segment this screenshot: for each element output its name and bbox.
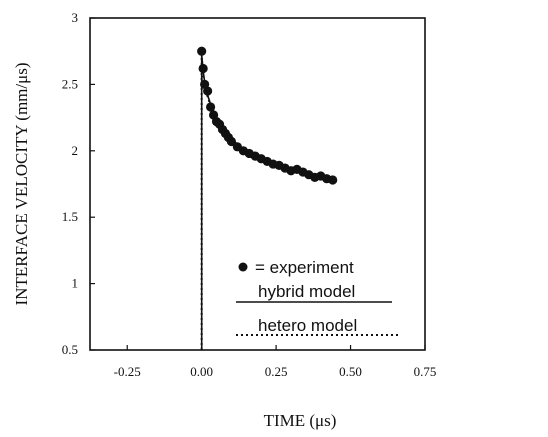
x-axis-title: TIME (μs) — [264, 411, 337, 430]
legend-experiment-label: = experiment — [255, 258, 354, 277]
series-line-hetero-model — [200, 57, 333, 350]
y-tick-label: 2.5 — [62, 76, 78, 91]
legend-experiment-marker — [238, 262, 248, 272]
plot-area — [89, 17, 426, 351]
x-tick-label: 0.25 — [265, 364, 288, 379]
series-experiment — [197, 46, 338, 185]
y-tick-label: 3 — [72, 10, 79, 25]
y-axis-title: INTERFACE VELOCITY (mm/μs) — [12, 62, 31, 305]
legend-hetero-label: hetero model — [258, 316, 357, 335]
series-line-hybrid-model — [200, 55, 333, 350]
x-tick-label: 0.75 — [414, 364, 437, 379]
y-tick-label: 0.5 — [62, 342, 78, 357]
x-tick-label: 0.00 — [190, 364, 213, 379]
series-layer — [197, 46, 338, 350]
data-point — [226, 136, 237, 147]
data-point — [197, 46, 207, 56]
data-point — [203, 86, 213, 96]
legend: = experiment hybrid model hetero model — [236, 258, 398, 336]
x-tick-label: 0.50 — [339, 364, 362, 379]
y-tick-label: 1.5 — [62, 209, 78, 224]
plot-frame — [89, 17, 426, 351]
y-tick-label: 1 — [72, 276, 79, 291]
y-tick-label: 2 — [72, 143, 79, 158]
x-tick-label: -0.25 — [114, 364, 141, 379]
axis-ticks: -0.25 0.00 0.25 0.50 0.75 0.5 1 1.5 2 2.5 3 — [62, 10, 437, 379]
legend-hybrid-label: hybrid model — [258, 282, 355, 301]
